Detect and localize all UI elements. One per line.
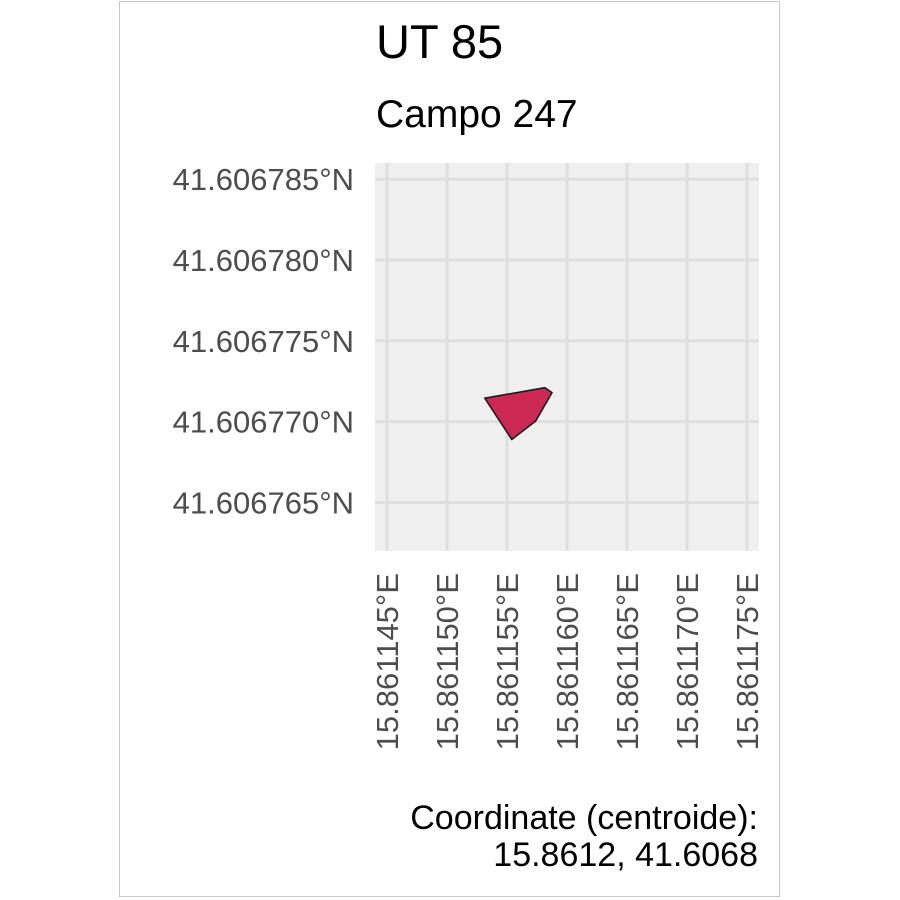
y-tick-label: 41.606775°N xyxy=(173,324,354,359)
x-tick-label: 15.861175°E xyxy=(730,573,765,750)
centroid-caption: Coordinate (centroide): 15.8612, 41.6068 xyxy=(410,800,758,874)
grid-major xyxy=(375,163,759,551)
caption-line-2: 15.8612, 41.6068 xyxy=(493,836,758,874)
x-tick-label: 15.861170°E xyxy=(670,573,705,750)
x-axis: 15.861145°E 15.861150°E 15.861155°E 15.8611… xyxy=(370,573,765,750)
x-tick-label: 15.861155°E xyxy=(490,573,525,750)
y-tick-label: 41.606785°N xyxy=(173,162,354,197)
x-tick-label: 15.861160°E xyxy=(550,573,585,750)
map-title: UT 85 xyxy=(376,15,504,68)
polygon-layer xyxy=(483,386,553,441)
x-tick-label: 15.861150°E xyxy=(430,573,465,750)
map-subtitle: Campo 247 xyxy=(376,93,578,136)
y-tick-label: 41.606765°N xyxy=(173,486,354,521)
y-axis: 41.606785°N 41.606780°N 41.606775°N 41.6067… xyxy=(173,162,354,520)
y-tick-label: 41.606770°N xyxy=(173,405,354,440)
x-tick-label: 15.861145°E xyxy=(370,573,405,750)
x-tick-label: 15.861165°E xyxy=(610,573,645,750)
y-tick-label: 41.606780°N xyxy=(173,243,354,278)
field-polygon xyxy=(483,386,553,441)
caption-line-1: Coordinate (centroide): xyxy=(410,799,758,837)
